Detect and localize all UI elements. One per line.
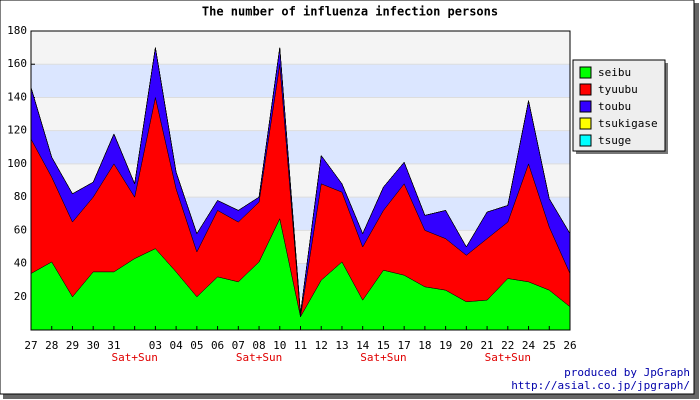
x-tick-label: 06: [211, 339, 224, 352]
legend-label: tsuge: [598, 134, 631, 147]
x-tick-label: 22: [501, 339, 514, 352]
x-tick-label: 08: [252, 339, 265, 352]
footer: http://asial.co.jp/jpgraph/: [511, 379, 690, 392]
y-tick-label: 140: [7, 90, 27, 103]
x-tick-label: 29: [66, 339, 79, 352]
x-tick-label: 07: [232, 339, 245, 352]
x-tick-label: 27: [24, 339, 37, 352]
x-note: Sat+Sun: [485, 351, 531, 364]
x-note: Sat+Sun: [236, 351, 282, 364]
legend-swatch: [579, 100, 592, 113]
x-tick-label: 25: [543, 339, 556, 352]
y-tick-label: 80: [14, 190, 27, 203]
legend-label: tsukigase: [598, 117, 658, 130]
y-tick-label: 40: [14, 257, 27, 270]
x-note: Sat+Sun: [360, 351, 406, 364]
chart-title: The number of influenza infection person…: [202, 5, 498, 19]
x-tick-label: 24: [522, 339, 536, 352]
legend-swatch: [579, 83, 592, 96]
x-tick-label: 03: [149, 339, 162, 352]
y-tick-label: 100: [7, 157, 27, 170]
x-tick-label: 19: [439, 339, 452, 352]
x-tick-label: 30: [87, 339, 100, 352]
legend-label: seibu: [598, 66, 631, 79]
x-tick-label: 20: [460, 339, 473, 352]
x-tick-label: 31: [107, 339, 120, 352]
x-note: Sat+Sun: [111, 351, 157, 364]
x-tick-label: 17: [398, 339, 411, 352]
band: [31, 31, 570, 65]
legend-swatch: [579, 134, 592, 147]
x-tick-label: 13: [335, 339, 348, 352]
x-tick-label: 11: [294, 339, 307, 352]
x-tick-label: 04: [169, 339, 183, 352]
legend-label: toubu: [598, 100, 631, 113]
legend-label: tyuubu: [598, 83, 638, 96]
y-tick-label: 120: [7, 124, 27, 137]
band: [31, 64, 570, 98]
x-tick-label: 21: [480, 339, 493, 352]
x-tick-label: 14: [356, 339, 370, 352]
x-tick-label: 28: [45, 339, 58, 352]
y-tick-label: 160: [7, 57, 27, 70]
x-tick-label: 18: [418, 339, 431, 352]
x-tick-label: 15: [377, 339, 390, 352]
x-tick-label: 12: [315, 339, 328, 352]
band: [31, 97, 570, 131]
x-tick-label: 10: [273, 339, 286, 352]
x-tick-label: 05: [190, 339, 203, 352]
x-tick-label: 26: [563, 339, 576, 352]
y-tick-label: 180: [7, 24, 27, 37]
y-tick-label: 20: [14, 290, 27, 303]
legend-swatch: [579, 66, 592, 79]
legend-swatch: [579, 117, 592, 130]
footer: produced by JpGraph: [564, 366, 690, 379]
y-tick-label: 60: [14, 223, 27, 236]
